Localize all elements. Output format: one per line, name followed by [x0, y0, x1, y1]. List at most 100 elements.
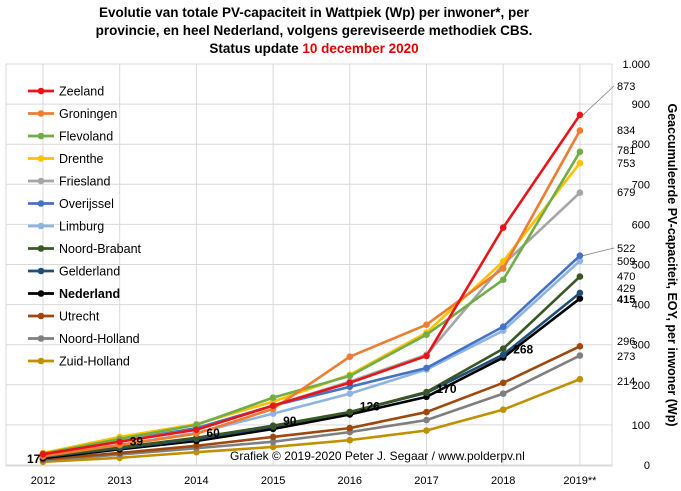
- x-tick-label: 2015: [261, 475, 285, 487]
- legend-item-noord-holland: Noord-Holland: [28, 332, 140, 346]
- x-tick-label: 2016: [338, 475, 362, 487]
- data-point-groningen: [576, 127, 584, 134]
- data-point-noord-holland: [499, 390, 507, 397]
- data-point-friesland: [576, 189, 584, 197]
- legend-label: Friesland: [59, 175, 110, 189]
- legend-item-drenthe: Drenthe: [28, 152, 104, 166]
- y-tick-label: 800: [632, 139, 650, 151]
- data-point-flevoland: [346, 372, 354, 380]
- data-point-zeeland: [346, 379, 354, 387]
- y-tick-label: 700: [632, 179, 650, 191]
- nederland-value-label: 90: [283, 414, 297, 428]
- data-point-overijssel: [499, 323, 507, 330]
- legend-label: Overijssel: [59, 197, 114, 211]
- credit: Grafiek © 2019-2020 Peter J. Segaar / ww…: [230, 449, 525, 463]
- data-point-noord-brabant: [269, 422, 277, 430]
- legend-marker: [37, 290, 45, 297]
- legend: Zeeland Groningen Flevoland Drenthe Frieslan…: [28, 85, 142, 369]
- x-tick-label: 2013: [107, 475, 131, 487]
- series-line-zuid-holland: [42, 377, 581, 464]
- legend-label: Limburg: [59, 220, 104, 234]
- data-point-utrecht: [269, 433, 277, 441]
- series-line-nederland: [42, 297, 581, 460]
- end-label-noord-holland: 273: [617, 351, 635, 363]
- data-point-noord-holland: [576, 352, 584, 359]
- end-label-zeeland: 873: [617, 81, 635, 93]
- legend-label: Gelderland: [59, 265, 120, 279]
- leader-line-overijssel: [582, 247, 615, 257]
- end-label-flevoland: 781: [617, 145, 635, 157]
- end-label-nederland: 415: [617, 294, 635, 306]
- data-point-noord-brabant: [499, 345, 507, 353]
- series-zeeland: [39, 111, 584, 458]
- data-point-limburg: [346, 390, 354, 397]
- legend-marker: [37, 155, 45, 162]
- data-point-groningen: [499, 265, 507, 272]
- data-point-flevoland: [269, 394, 277, 401]
- legend-label: Drenthe: [59, 152, 104, 166]
- data-point-utrecht: [193, 442, 200, 450]
- data-point-gelderland: [576, 289, 584, 297]
- status-date: 10 december 2020: [302, 41, 418, 56]
- end-label-groningen: 834: [617, 125, 635, 137]
- chart-title: Evolutie van totale PV-capaciteit in Wat…: [96, 5, 533, 56]
- x-tick-label: 2017: [414, 475, 438, 487]
- data-point-noord-brabant: [576, 273, 584, 280]
- data-point-overijssel: [576, 252, 584, 259]
- x-tick-label: 2012: [31, 475, 55, 487]
- data-point-zeeland: [499, 224, 507, 231]
- gridlines: [6, 63, 612, 466]
- nederland-value-label: 39: [130, 434, 144, 448]
- legend-item-zuid-holland: Zuid-Holland: [28, 355, 130, 369]
- legend-item-overijssel: Overijssel: [28, 197, 114, 211]
- series-line-noord-holland: [42, 354, 581, 462]
- end-label-utrecht: 296: [617, 336, 635, 348]
- y-tick-label: 400: [632, 300, 650, 312]
- y-axis-label: Geaccumuleerde PV-capaciteit, EOY, per i…: [665, 103, 679, 426]
- legend-marker: [37, 132, 45, 140]
- end-label-friesland: 679: [617, 187, 635, 199]
- legend-marker: [37, 357, 45, 365]
- series-lines: [39, 111, 584, 466]
- data-point-utrecht: [499, 379, 507, 387]
- y-tick-label: 600: [632, 219, 650, 231]
- y-tick-label: 300: [632, 340, 650, 352]
- legend-item-utrecht: Utrecht: [28, 310, 100, 324]
- data-point-zeeland: [116, 438, 123, 446]
- legend-label: Zeeland: [59, 85, 104, 99]
- y-axis-ticks: 0 100 200 300 400 500 600 700 800 900 1.000: [622, 59, 650, 472]
- x-tick-label: 2018: [491, 475, 515, 487]
- series-line-flevoland: [42, 151, 582, 456]
- legend-item-friesland: Friesland: [28, 175, 110, 189]
- legend-label: Nederland: [59, 287, 120, 301]
- data-point-nederland: [576, 295, 584, 302]
- data-point-noord-brabant: [423, 388, 430, 396]
- legend-label: Zuid-Holland: [59, 355, 130, 369]
- legend-marker: [37, 110, 45, 117]
- legend-marker: [37, 245, 45, 252]
- nederland-value-label: 17: [27, 452, 41, 466]
- end-label-gelderland: 429: [617, 283, 635, 295]
- series-line-drenthe: [42, 162, 581, 455]
- y-tick-label: 1.000: [622, 59, 650, 71]
- leader-line-zeeland: [582, 85, 615, 116]
- y-tick-label: 900: [632, 99, 650, 111]
- legend-label: Noord-Brabant: [59, 242, 142, 256]
- y-tick-label: 0: [644, 460, 650, 472]
- data-point-drenthe: [576, 159, 584, 167]
- nederland-value-label: 60: [206, 426, 220, 440]
- data-point-gelderland: [499, 351, 507, 359]
- data-point-zuid-holland: [423, 427, 430, 434]
- nederland-value-label: 126: [360, 399, 380, 413]
- data-point-zuid-holland: [346, 436, 354, 444]
- legend-marker: [37, 335, 45, 342]
- data-point-flevoland: [423, 331, 430, 338]
- legend-item-zeeland: Zeeland: [28, 85, 104, 99]
- data-point-zeeland: [39, 450, 47, 458]
- x-tick-label: 2014: [184, 475, 208, 487]
- nederland-value-label: 170: [437, 382, 457, 396]
- legend-label: Utrecht: [59, 310, 100, 324]
- data-point-flevoland: [193, 421, 200, 429]
- legend-item-groningen: Groningen: [28, 107, 117, 121]
- end-label-noord-brabant: 470: [617, 271, 635, 283]
